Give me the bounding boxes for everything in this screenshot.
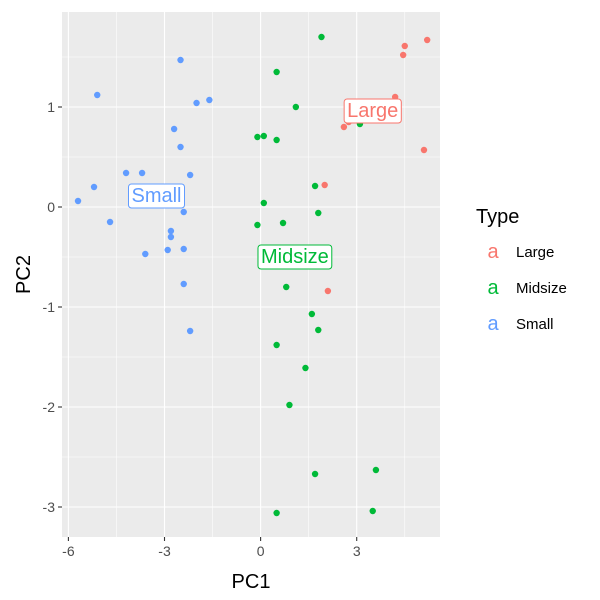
cluster-label-box xyxy=(127,183,186,209)
x-tick-label: 0 xyxy=(257,543,265,559)
legend-key-glyph: a xyxy=(487,241,499,263)
y-tick-label: -1 xyxy=(43,299,56,315)
cluster-label-box xyxy=(343,98,402,124)
y-tick-label: -2 xyxy=(43,399,56,415)
data-point-large xyxy=(399,51,407,59)
data-point-midsize xyxy=(286,401,293,409)
cluster-labels: Large Midsize Small xyxy=(127,98,402,270)
legend-title: Type xyxy=(476,206,519,228)
cluster-label-box xyxy=(257,244,333,270)
data-point-midsize xyxy=(308,310,316,318)
data-point-small xyxy=(106,218,114,226)
data-point-midsize xyxy=(315,209,322,217)
data-point-small xyxy=(180,280,187,288)
data-point-midsize xyxy=(318,33,325,41)
data-point-midsize xyxy=(254,133,261,141)
data-point-midsize xyxy=(369,507,376,515)
data-point-midsize xyxy=(311,470,319,478)
data-point-midsize xyxy=(279,219,287,227)
data-point-midsize xyxy=(311,182,319,190)
data-point-midsize xyxy=(283,283,290,291)
data-point-midsize xyxy=(273,341,280,349)
data-point-small xyxy=(142,250,149,258)
cluster-label-text: Small xyxy=(131,185,181,207)
legend-item-large: a Large xyxy=(487,241,554,263)
data-point-small xyxy=(177,56,184,64)
data-point-small xyxy=(186,171,194,179)
cluster-label-small: Small xyxy=(127,183,186,209)
data-point-small xyxy=(180,245,187,253)
plot-panel xyxy=(62,12,440,537)
data-point-small xyxy=(94,91,101,99)
data-point-small xyxy=(74,197,82,205)
y-axis-title: PC2 xyxy=(13,255,35,294)
x-tick-label: -6 xyxy=(62,543,75,559)
data-point-small xyxy=(90,183,98,191)
data-point-large xyxy=(420,146,428,154)
data-point-midsize xyxy=(260,199,268,207)
legend-key-glyph: a xyxy=(487,313,499,335)
legend-item-small: a Small xyxy=(487,313,553,335)
data-point-small xyxy=(193,99,200,107)
legend-label: Small xyxy=(516,316,554,333)
data-point-large xyxy=(423,36,431,44)
data-point-midsize xyxy=(273,136,280,144)
data-point-midsize xyxy=(302,364,309,372)
data-point-midsize xyxy=(273,509,280,517)
data-point-large xyxy=(321,181,328,189)
data-points xyxy=(74,33,431,517)
data-point-small xyxy=(170,125,178,133)
legend-label: Large xyxy=(516,244,554,261)
data-point-midsize xyxy=(372,466,380,474)
legend-key-glyph: a xyxy=(487,277,499,299)
data-point-large xyxy=(324,287,332,295)
data-point-midsize xyxy=(315,326,322,334)
data-point-small xyxy=(164,246,171,254)
x-tick-label: 3 xyxy=(353,543,361,559)
cluster-label-midsize: Midsize xyxy=(257,244,333,270)
cluster-label-large: Large xyxy=(343,98,402,124)
x-tick-label: -3 xyxy=(158,543,171,559)
y-tick-label: -3 xyxy=(43,499,56,515)
data-point-small xyxy=(167,233,175,241)
legend-item-midsize: a Midsize xyxy=(487,277,566,299)
data-point-small xyxy=(186,327,194,335)
legend-label: Midsize xyxy=(516,280,567,297)
axis-ticks: -6 -3 0 3 -3 -2 -1 0 1 xyxy=(43,99,361,559)
y-tick-label: 1 xyxy=(47,99,55,115)
data-point-small xyxy=(180,208,187,216)
data-point-small xyxy=(206,96,213,104)
y-tick-label: 0 xyxy=(47,199,55,215)
data-point-midsize xyxy=(273,68,280,76)
data-point-small xyxy=(177,143,184,151)
cluster-label-text: Large xyxy=(347,100,398,122)
data-point-midsize xyxy=(260,132,268,140)
data-point-large xyxy=(340,123,348,131)
data-point-small xyxy=(138,169,146,177)
data-point-large xyxy=(401,42,408,50)
data-point-small xyxy=(167,227,175,235)
data-point-midsize xyxy=(292,103,300,111)
data-point-small xyxy=(122,169,130,177)
x-axis-title: PC1 xyxy=(232,571,271,593)
cluster-label-text: Midsize xyxy=(261,246,329,268)
data-point-midsize xyxy=(254,221,261,229)
